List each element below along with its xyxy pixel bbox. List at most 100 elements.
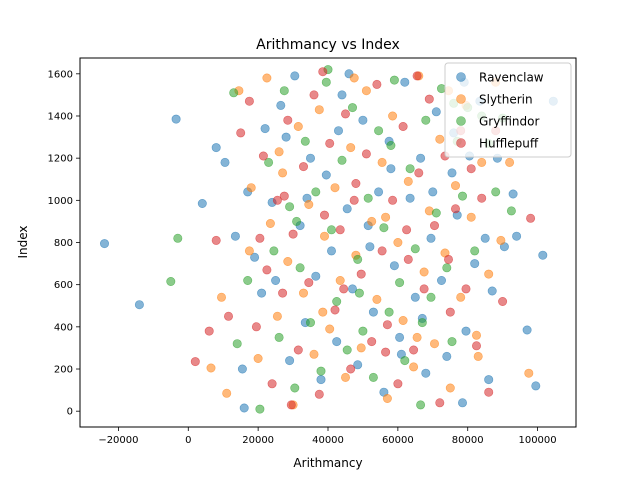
point-gryffindor-2 (229, 88, 239, 98)
point-slytherin-31 (393, 238, 403, 248)
point-hufflepuff-46 (461, 284, 471, 294)
point-ravenclaw-52 (480, 233, 490, 243)
point-slytherin-5 (253, 353, 263, 363)
point-ravenclaw-70 (484, 375, 494, 385)
point-ravenclaw-2 (171, 114, 181, 124)
point-slytherin-18 (325, 324, 335, 334)
point-slytherin-41 (445, 383, 455, 393)
point-slytherin-13 (298, 288, 308, 298)
point-gryffindor-0 (166, 276, 176, 286)
point-slytherin-0 (206, 363, 216, 373)
point-slytherin-17 (319, 231, 329, 241)
point-ravenclaw-24 (337, 90, 347, 100)
point-slytherin-1 (217, 292, 227, 302)
point-gryffindor-50 (232, 339, 242, 349)
y-tick-label: 1000 (48, 196, 73, 207)
point-hufflepuff-3 (224, 311, 234, 321)
point-ravenclaw-0 (100, 239, 110, 249)
point-hufflepuff-16 (304, 278, 314, 288)
point-slytherin-7 (265, 219, 275, 229)
point-slytherin-54 (274, 147, 284, 157)
point-ravenclaw-34 (389, 261, 399, 271)
point-ravenclaw-39 (416, 153, 426, 163)
point-hufflepuff-0 (190, 357, 200, 367)
point-gryffindor-53 (354, 288, 364, 298)
point-slytherin-14 (304, 200, 314, 210)
point-hufflepuff-1 (204, 326, 214, 336)
point-slytherin-56 (349, 73, 359, 83)
point-ravenclaw-62 (239, 403, 249, 413)
point-ravenclaw-14 (281, 132, 291, 142)
point-ravenclaw-35 (395, 332, 405, 342)
point-ravenclaw-3 (197, 199, 207, 209)
point-slytherin-58 (412, 332, 422, 342)
point-gryffindor-51 (292, 216, 302, 226)
x-tick-label: 100000 (518, 435, 556, 446)
point-hufflepuff-13 (288, 229, 298, 239)
point-gryffindor-7 (274, 332, 284, 342)
point-gryffindor-54 (386, 141, 396, 151)
point-ravenclaw-56 (508, 189, 518, 199)
point-gryffindor-44 (470, 246, 480, 256)
legend-label-gryffindor: Gryffindor (479, 115, 540, 129)
point-ravenclaw-28 (358, 115, 368, 125)
point-hufflepuff-35 (403, 254, 413, 264)
y-axis: 0 200 400 600 800 1000 1200 1400 1600 (48, 69, 80, 418)
point-slytherin-38 (429, 339, 439, 349)
point-slytherin-16 (314, 105, 324, 115)
point-ravenclaw-71 (285, 356, 295, 366)
point-slytherin-10 (283, 256, 293, 266)
point-gryffindor-6 (269, 246, 279, 256)
point-slytherin-12 (293, 122, 303, 132)
point-hufflepuff-4 (236, 128, 246, 138)
y-tick-label: 200 (54, 365, 73, 376)
point-ravenclaw-22 (326, 246, 336, 256)
point-ravenclaw-40 (421, 368, 431, 378)
point-gryffindor-36 (426, 292, 436, 302)
x-tick-label: −20000 (98, 435, 138, 446)
point-slytherin-52 (524, 368, 534, 378)
y-tick-label: 1600 (48, 69, 73, 80)
point-hufflepuff-19 (319, 210, 329, 220)
point-gryffindor-12 (300, 136, 310, 146)
point-hufflepuff-41 (435, 398, 445, 408)
legend-label-hufflepuff: Hufflepuff (479, 137, 539, 151)
point-slytherin-8 (272, 311, 282, 321)
point-ravenclaw-36 (400, 77, 410, 87)
legend-marker-ravenclaw (456, 72, 466, 82)
point-gryffindor-18 (332, 296, 342, 306)
point-slytherin-20 (335, 275, 345, 285)
x-axis-title: Arithmancy (293, 456, 362, 470)
point-gryffindor-32 (405, 164, 415, 174)
point-gryffindor-17 (326, 225, 336, 235)
point-hufflepuff-52 (498, 296, 508, 306)
point-ravenclaw-27 (353, 360, 363, 370)
point-hufflepuff-44 (450, 204, 460, 214)
point-slytherin-39 (435, 134, 445, 144)
point-gryffindor-16 (321, 77, 331, 87)
point-gryffindor-37 (431, 208, 441, 218)
point-hufflepuff-58 (381, 347, 391, 357)
point-ravenclaw-59 (531, 381, 541, 391)
point-ravenclaw-58 (522, 325, 532, 335)
point-hufflepuff-39 (424, 94, 434, 104)
legend-box (444, 62, 572, 158)
point-gryffindor-10 (290, 383, 300, 393)
point-ravenclaw-18 (305, 153, 315, 163)
point-hufflepuff-47 (466, 164, 476, 174)
point-gryffindor-23 (358, 326, 368, 336)
point-gryffindor-49 (506, 206, 516, 216)
point-gryffindor-39 (442, 263, 452, 273)
point-hufflepuff-9 (267, 379, 277, 389)
point-ravenclaw-1 (134, 300, 144, 310)
point-ravenclaw-23 (332, 337, 342, 347)
point-hufflepuff-24 (346, 364, 356, 374)
point-hufflepuff-25 (351, 179, 361, 189)
legend-marker-slytherin (456, 94, 466, 104)
point-slytherin-27 (372, 294, 382, 304)
y-tick-label: 0 (67, 407, 73, 418)
point-gryffindor-4 (255, 404, 265, 414)
point-slytherin-46 (471, 330, 481, 340)
point-ravenclaw-63 (271, 275, 281, 285)
